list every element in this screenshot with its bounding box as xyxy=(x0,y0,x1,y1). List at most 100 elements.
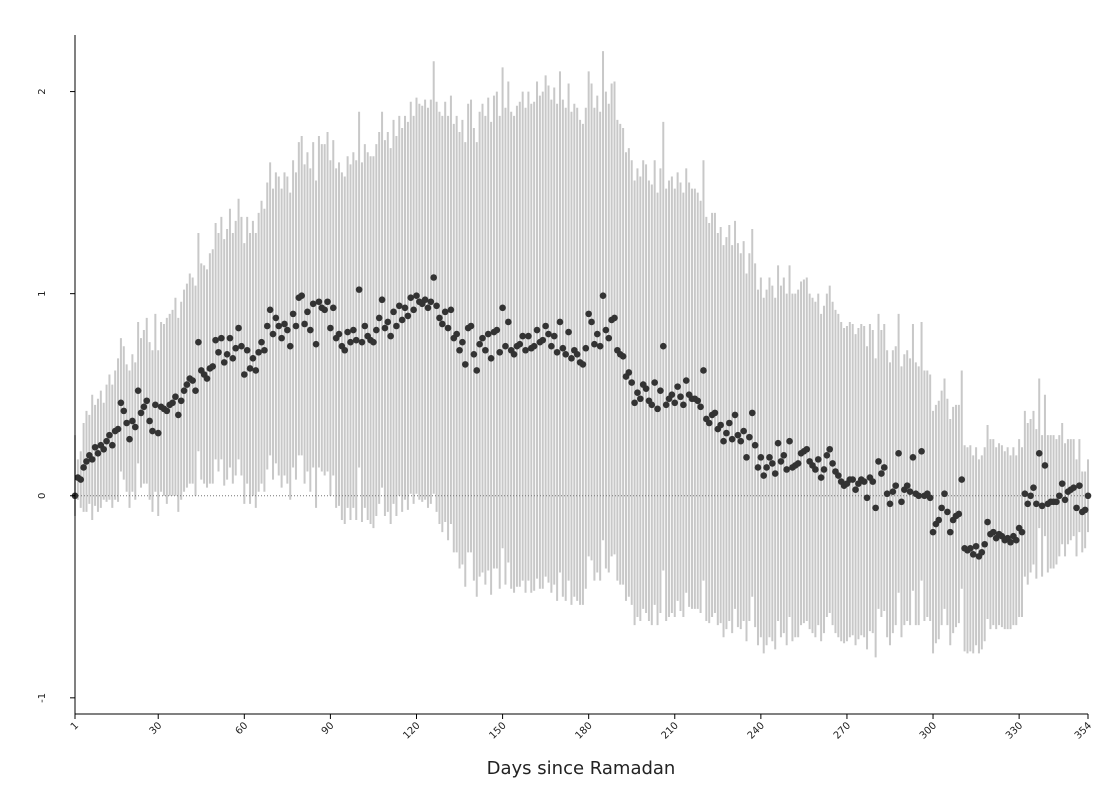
point xyxy=(183,381,191,388)
point xyxy=(582,344,590,352)
point xyxy=(169,399,176,407)
point xyxy=(189,377,196,384)
point xyxy=(648,401,656,409)
point xyxy=(154,429,162,437)
point xyxy=(123,419,130,427)
point xyxy=(1081,506,1089,514)
point xyxy=(241,371,248,378)
point xyxy=(344,328,351,336)
point xyxy=(849,476,856,483)
point xyxy=(909,454,917,461)
point xyxy=(906,488,914,496)
point xyxy=(1053,498,1060,506)
point xyxy=(358,338,366,346)
point xyxy=(556,318,564,326)
point xyxy=(88,456,96,463)
point xyxy=(860,478,868,485)
point xyxy=(289,310,297,318)
point xyxy=(553,348,561,356)
point xyxy=(657,387,664,394)
point xyxy=(375,314,383,322)
point xyxy=(413,292,420,299)
point xyxy=(599,292,607,299)
point xyxy=(984,518,991,526)
point xyxy=(218,334,225,342)
point xyxy=(786,437,793,445)
x-tick-label: 354 xyxy=(1073,720,1094,741)
point xyxy=(958,476,966,483)
point xyxy=(307,326,314,334)
point xyxy=(878,470,885,477)
point xyxy=(680,401,687,409)
point xyxy=(926,494,934,502)
x-tick-label: 150 xyxy=(487,720,508,741)
point xyxy=(748,409,756,417)
point xyxy=(1030,484,1037,491)
point xyxy=(886,500,894,508)
point xyxy=(447,306,455,314)
point xyxy=(981,540,988,548)
point xyxy=(872,504,879,512)
point xyxy=(1058,480,1066,487)
point xyxy=(723,429,730,437)
point xyxy=(969,551,977,558)
point xyxy=(1061,496,1069,504)
point xyxy=(829,460,836,467)
point xyxy=(522,346,529,354)
point xyxy=(223,350,231,358)
point xyxy=(593,330,601,338)
point xyxy=(266,306,274,314)
point xyxy=(329,304,337,312)
point xyxy=(585,310,592,318)
point xyxy=(149,427,156,435)
point xyxy=(461,361,469,368)
point xyxy=(444,324,452,332)
point xyxy=(935,516,943,524)
point xyxy=(637,395,644,403)
point xyxy=(315,298,323,306)
point xyxy=(1070,484,1077,491)
point xyxy=(258,338,265,346)
point xyxy=(77,476,85,483)
point xyxy=(137,409,145,417)
point xyxy=(915,492,922,500)
point xyxy=(433,302,440,310)
point xyxy=(728,435,736,443)
point xyxy=(235,324,242,332)
point xyxy=(269,330,277,338)
point xyxy=(1073,504,1080,512)
point xyxy=(1035,450,1043,457)
point xyxy=(441,308,449,316)
point xyxy=(510,350,518,358)
point xyxy=(484,330,492,338)
point xyxy=(835,472,842,479)
point xyxy=(212,336,219,344)
point xyxy=(91,443,99,451)
point xyxy=(634,389,641,396)
point xyxy=(516,340,524,348)
point xyxy=(740,427,747,435)
point xyxy=(826,445,834,453)
point xyxy=(410,306,417,314)
point xyxy=(530,342,538,350)
point xyxy=(972,542,980,550)
point xyxy=(246,365,254,372)
point xyxy=(559,344,567,352)
point xyxy=(717,421,724,429)
point xyxy=(407,294,415,302)
point xyxy=(378,296,386,304)
point xyxy=(1024,500,1032,508)
point xyxy=(327,324,334,332)
point xyxy=(803,445,811,453)
point xyxy=(651,379,658,386)
point xyxy=(298,292,306,299)
point xyxy=(769,460,776,467)
point xyxy=(100,445,107,453)
point xyxy=(794,460,802,467)
point xyxy=(720,437,727,445)
point xyxy=(1033,500,1040,508)
point xyxy=(743,454,750,461)
point xyxy=(662,401,670,409)
point xyxy=(361,322,369,330)
